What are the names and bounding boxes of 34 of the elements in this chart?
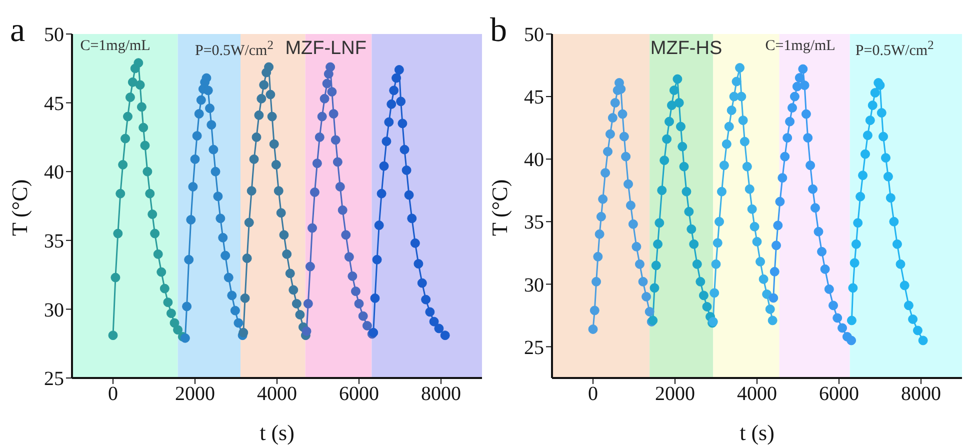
y-tick-label: 45 <box>44 92 64 115</box>
x-tick-label: 6000 <box>339 383 379 406</box>
x-tick-label: 8000 <box>901 383 941 406</box>
x-tick-label: 6000 <box>819 383 859 406</box>
y-tick-label: 30 <box>524 274 544 296</box>
annotation: C=1mg/mL <box>80 38 150 55</box>
annotation: MZF-LNF <box>285 38 366 60</box>
y-tick-label: 35 <box>524 212 544 234</box>
x-tick-label: 8000 <box>421 383 461 406</box>
y-tick-label: 50 <box>524 24 544 46</box>
y-axis-title: T (°C) <box>6 179 32 236</box>
y-tick-label: 35 <box>44 230 64 252</box>
x-axis-title: t (s) <box>258 420 296 446</box>
x-tick-label: 2000 <box>655 383 695 406</box>
y-axis-title: T (°C) <box>486 179 512 236</box>
y-tick-label: 40 <box>44 162 64 184</box>
x-tick-label: 0 <box>108 383 118 406</box>
x-tick-label: 4000 <box>257 383 297 406</box>
x-tick-label: 4000 <box>737 383 777 406</box>
x-tick-label: 2000 <box>175 383 215 406</box>
x-tick-label: 0 <box>588 383 598 406</box>
annotation: P=0.5W/cm$^{2}$ <box>855 38 934 60</box>
y-tick-label: 40 <box>524 149 544 172</box>
y-tick-label: 45 <box>524 86 544 109</box>
annotation: C=1mg/mL <box>765 38 836 55</box>
y-tick-label: 50 <box>44 24 64 46</box>
chart-title: b <box>490 12 507 49</box>
y-tick-label: 25 <box>44 368 64 390</box>
y-tick-label: 30 <box>44 299 64 322</box>
chart-title: a <box>10 12 26 49</box>
annotation: P=0.5W/cm$^{2}$ <box>195 38 274 60</box>
x-axis-title: t (s) <box>738 420 776 446</box>
y-tick-label: 25 <box>524 336 544 359</box>
annotation: MZF-HS <box>650 38 722 60</box>
